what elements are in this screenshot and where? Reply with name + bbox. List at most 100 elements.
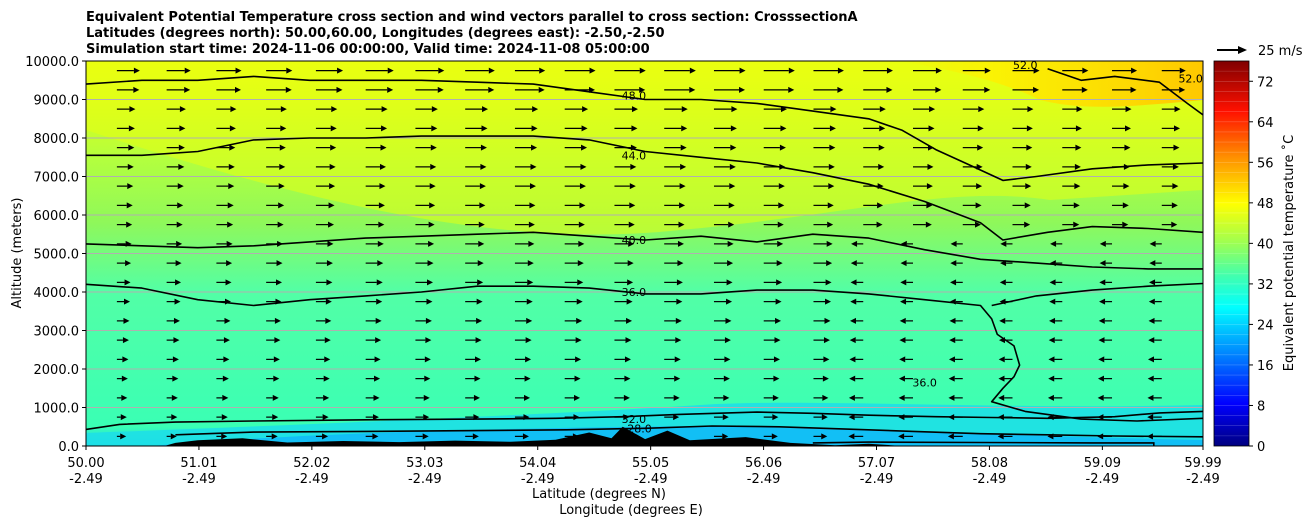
wind-vector-head xyxy=(722,414,729,421)
wind-vector-head xyxy=(387,86,394,93)
wind-vector-head xyxy=(575,356,582,363)
wind-vector-head xyxy=(926,183,933,190)
wind-vector-head xyxy=(1147,414,1154,421)
wind-vector-head xyxy=(1098,356,1105,363)
wind-vector-head xyxy=(829,144,836,151)
wind-vector-head xyxy=(848,414,855,421)
wind-vector-head xyxy=(574,375,581,382)
wind-vector-head xyxy=(286,67,293,74)
wind-vector-head xyxy=(580,163,587,170)
wind-vector-head xyxy=(122,337,129,344)
wind-vector-head xyxy=(776,260,783,267)
wind-vector-head xyxy=(276,260,283,267)
x-tick-lon-label: -2.49 xyxy=(1186,472,1220,487)
wind-vector-head xyxy=(170,433,177,440)
wind-vector-head xyxy=(723,394,730,401)
wind-vector-head xyxy=(529,202,536,209)
wind-vector-head xyxy=(1123,183,1130,190)
wind-vector-head xyxy=(271,433,278,440)
contour-label-52: 52.0 xyxy=(1178,72,1203,85)
wind-vector-head xyxy=(898,414,905,421)
wind-vector-head xyxy=(948,414,955,421)
wind-vector-head xyxy=(179,125,186,132)
wind-vector-head xyxy=(376,279,383,286)
wind-vector-head xyxy=(1073,221,1080,228)
y-tick-label: 9000.0 xyxy=(34,94,80,109)
wind-vector-head xyxy=(850,279,857,286)
wind-vector-head xyxy=(325,317,332,324)
wind-vector-head xyxy=(772,394,779,401)
wind-vector-head xyxy=(121,394,128,401)
wind-vector-head xyxy=(524,394,531,401)
wind-vector-head xyxy=(426,279,433,286)
wind-vector-head xyxy=(728,221,735,228)
wind-vector-head xyxy=(328,221,335,228)
wind-vector-head xyxy=(428,240,435,247)
wind-vector-head xyxy=(278,202,285,209)
wind-vector-head xyxy=(1025,163,1032,170)
contour-label-48: 48.0 xyxy=(622,90,647,103)
wind-vector-head xyxy=(578,221,585,228)
wind-vector-head xyxy=(1049,260,1056,267)
wind-vector-head xyxy=(850,260,857,267)
wind-vector-head xyxy=(999,279,1006,286)
wind-vector-head xyxy=(577,260,584,267)
wind-vector-head xyxy=(372,414,379,421)
wind-vector-head xyxy=(977,144,984,151)
wind-vector-head xyxy=(722,433,729,440)
wind-vector-head xyxy=(730,125,737,132)
wind-vector-head xyxy=(1172,183,1179,190)
colorbar-tick-label: 24 xyxy=(1257,318,1274,333)
wind-vector-head xyxy=(975,221,982,228)
wind-vector-head xyxy=(773,356,780,363)
wind-vector-head xyxy=(488,67,495,74)
wind-vector-head xyxy=(431,106,438,113)
wind-vector-head xyxy=(775,317,782,324)
wind-vector-head xyxy=(626,298,633,305)
wind-vector-head xyxy=(227,202,234,209)
wind-vector-head xyxy=(630,144,637,151)
wind-vector-head xyxy=(629,183,636,190)
wind-vector-head xyxy=(526,298,533,305)
y-axis-ticks: 0.0 1000.0 2000.0 3000.0 4000.0 5000.0 6000.0 7… xyxy=(25,55,86,455)
wind-vector-head xyxy=(379,183,386,190)
wind-vector-head xyxy=(527,279,534,286)
x-tick-lon-label: -2.49 xyxy=(182,472,216,487)
wind-vector-head xyxy=(729,183,736,190)
wind-vector-head xyxy=(177,183,184,190)
wind-vector-head xyxy=(1049,298,1056,305)
wind-vector-head xyxy=(1124,125,1131,132)
contour-28 xyxy=(175,425,1203,438)
wind-vector-head xyxy=(526,317,533,324)
wind-vector-head xyxy=(947,433,954,440)
wind-vector-head xyxy=(1171,221,1178,228)
wind-vector-head xyxy=(429,183,436,190)
wind-vector-head xyxy=(886,67,893,74)
wind-vector-head xyxy=(277,240,284,247)
y-tick-label: 6000.0 xyxy=(34,209,80,224)
wind-vector-head xyxy=(173,317,180,324)
wind-vector-head xyxy=(774,337,781,344)
wind-vector-head xyxy=(729,163,736,170)
wind-vector-head xyxy=(1000,260,1007,267)
wind-vector-head xyxy=(330,144,337,151)
wind-vector-head xyxy=(1076,106,1083,113)
wind-vector-head xyxy=(677,260,684,267)
wind-vector-head xyxy=(172,375,179,382)
wind-vector-head xyxy=(124,279,131,286)
wind-vector-head xyxy=(837,67,844,74)
wind-vector-head xyxy=(530,163,537,170)
wind-vector-head xyxy=(631,106,638,113)
wind-vector-head xyxy=(624,375,631,382)
colorbar-tick-label: 8 xyxy=(1257,399,1265,414)
wind-vector-head xyxy=(630,163,637,170)
wind-vector-head xyxy=(984,67,991,74)
wind-vector-head xyxy=(424,375,431,382)
colorbar-tick-label: 64 xyxy=(1257,116,1274,131)
wind-vector-head xyxy=(176,221,183,228)
wind-vector-head xyxy=(1099,298,1106,305)
y-tick-label: 1000.0 xyxy=(34,402,80,417)
wind-vector-head xyxy=(480,144,487,151)
wind-vector-head xyxy=(849,317,856,324)
wind-vector-head xyxy=(928,144,935,151)
